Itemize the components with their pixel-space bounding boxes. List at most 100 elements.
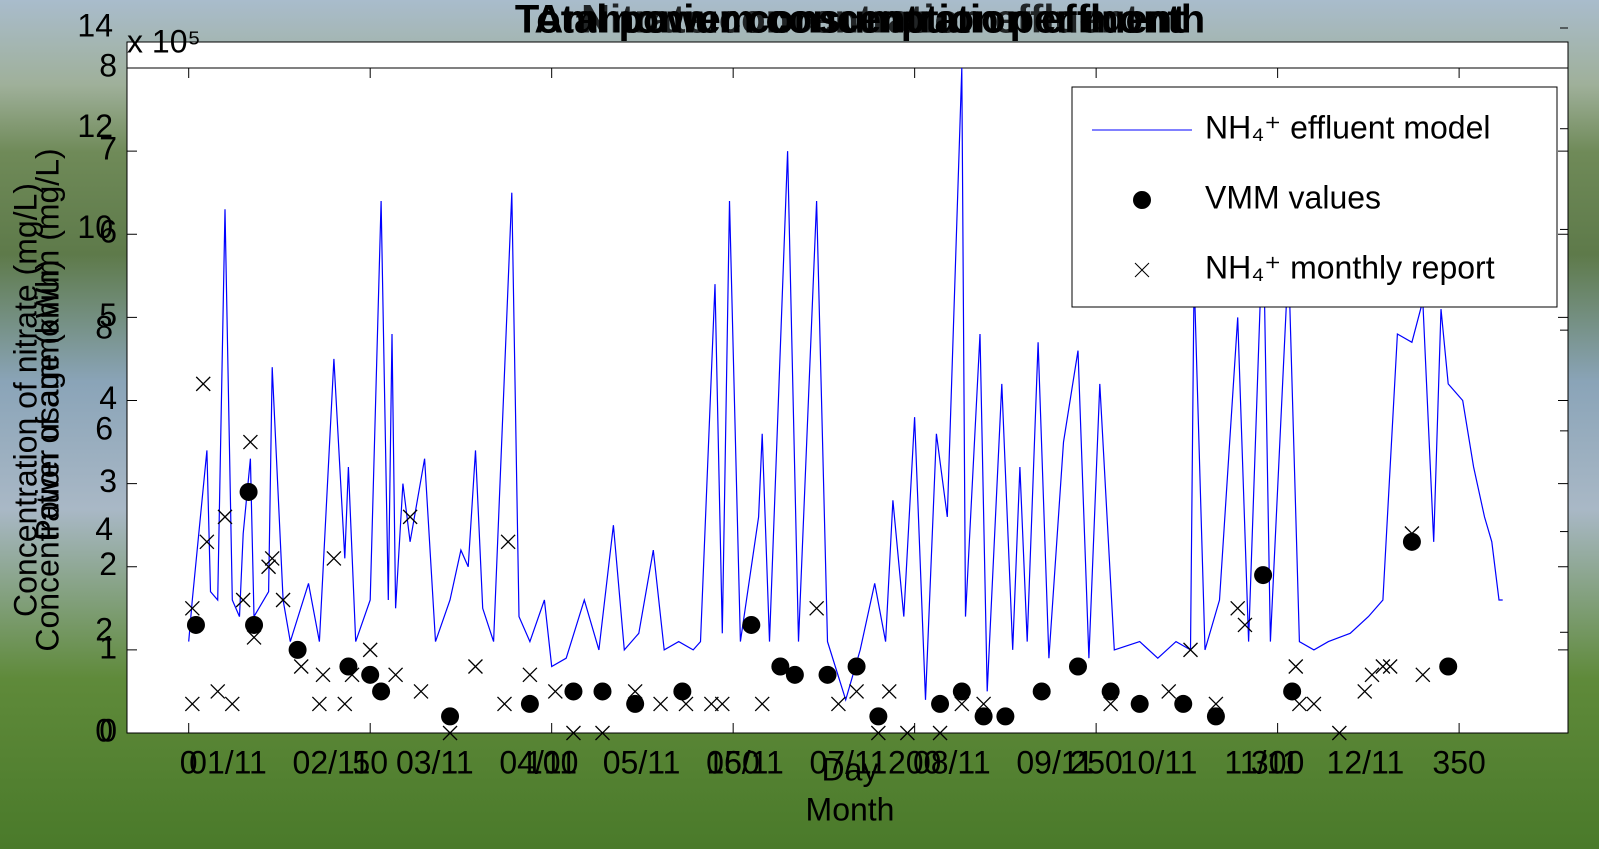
data-point bbox=[847, 657, 866, 676]
data-point bbox=[520, 694, 539, 713]
data-point bbox=[1357, 683, 1373, 699]
data-point bbox=[1283, 682, 1302, 701]
data-point bbox=[442, 725, 458, 741]
data-point bbox=[1103, 696, 1119, 712]
x-tick-label: 08/11 bbox=[913, 744, 991, 780]
y-tick-label: 0 bbox=[99, 712, 117, 748]
data-point bbox=[413, 683, 429, 699]
y-tick-label: 8 bbox=[95, 310, 113, 346]
data-point bbox=[1402, 532, 1421, 551]
x-tick-label: 50 bbox=[352, 744, 388, 780]
data-point bbox=[1206, 707, 1225, 726]
data-point bbox=[1288, 659, 1304, 674]
data-point bbox=[210, 683, 226, 699]
y-tick-label: 14 bbox=[77, 7, 113, 43]
data-point bbox=[500, 534, 516, 550]
y-tick-label: 2 bbox=[99, 546, 117, 582]
legend-label: VMM values bbox=[1205, 179, 1381, 215]
data-point bbox=[673, 682, 692, 701]
data-point bbox=[235, 592, 251, 608]
axes-strip bbox=[126, 41, 1569, 69]
data-point bbox=[239, 482, 258, 501]
y-tick-label: 10 bbox=[77, 209, 113, 245]
x-tick-label: 250 bbox=[1069, 744, 1122, 780]
data-point bbox=[372, 682, 391, 701]
data-point bbox=[195, 376, 211, 392]
data-point bbox=[714, 696, 730, 712]
data-point bbox=[339, 657, 358, 676]
x-tick-label: 09/11 bbox=[1016, 744, 1094, 780]
legend-swatch bbox=[1133, 191, 1151, 209]
x-tick-label: 06/11 bbox=[706, 744, 784, 780]
x-axis-label: Month bbox=[806, 791, 895, 827]
data-point bbox=[184, 696, 200, 712]
data-point bbox=[441, 707, 460, 726]
data-point bbox=[785, 665, 804, 684]
y-tick-label: 1 bbox=[99, 629, 117, 665]
data-point bbox=[830, 696, 846, 712]
y-tick-label: 8 bbox=[99, 47, 117, 83]
data-point bbox=[849, 683, 865, 699]
x-tick-label: 02/11 bbox=[293, 744, 371, 780]
data-point bbox=[593, 682, 612, 701]
data-point bbox=[996, 707, 1015, 726]
legend-label: NH₄⁺ effluent model bbox=[1205, 109, 1491, 145]
legend-box bbox=[1071, 86, 1558, 308]
data-point bbox=[565, 725, 581, 741]
data-point bbox=[224, 696, 240, 712]
data-point bbox=[361, 665, 380, 684]
data-point bbox=[870, 725, 886, 741]
x-tick-label: 04/11 bbox=[499, 744, 577, 780]
y-tick-label: 0 bbox=[95, 712, 113, 748]
data-point bbox=[976, 696, 992, 712]
x-tick-label: 10/11 bbox=[1120, 744, 1198, 780]
data-point bbox=[809, 600, 825, 616]
data-point bbox=[522, 667, 538, 683]
data-point bbox=[242, 434, 258, 450]
data-point bbox=[1306, 696, 1322, 712]
data-point bbox=[742, 615, 761, 634]
data-point bbox=[818, 665, 837, 684]
data-point bbox=[547, 683, 563, 699]
data-point bbox=[315, 667, 331, 683]
data-point bbox=[974, 707, 993, 726]
chart-title: Ammonium concentration effluent bbox=[534, 0, 1185, 42]
data-point bbox=[388, 667, 404, 683]
x-tick-label: 05/11 bbox=[603, 744, 681, 780]
chart-title: Total power consumption per month bbox=[515, 0, 1205, 42]
x-tick-label: 01/11 bbox=[189, 744, 267, 780]
data-point bbox=[954, 696, 970, 712]
data-point bbox=[881, 683, 897, 699]
data-line bbox=[188, 67, 1503, 702]
data-point bbox=[1382, 659, 1398, 674]
data-point bbox=[1254, 566, 1273, 585]
x-tick-label: 200 bbox=[888, 744, 941, 780]
data-point bbox=[402, 509, 418, 525]
data-point bbox=[1375, 659, 1391, 674]
data-point bbox=[1161, 683, 1177, 699]
y-tick-label: 6 bbox=[95, 410, 113, 446]
data-point bbox=[1404, 526, 1420, 541]
data-point bbox=[1237, 617, 1253, 633]
data-point bbox=[1130, 694, 1149, 713]
data-point bbox=[1101, 682, 1120, 701]
y-tick-label: 4 bbox=[95, 511, 113, 547]
data-point bbox=[326, 550, 342, 566]
data-point bbox=[311, 696, 327, 712]
data-point bbox=[653, 696, 669, 712]
data-point bbox=[186, 615, 205, 634]
data-point bbox=[932, 725, 948, 741]
x-tick-label: 12/11 bbox=[1327, 744, 1405, 780]
data-point bbox=[246, 629, 262, 645]
data-point bbox=[626, 694, 645, 713]
data-point bbox=[899, 725, 915, 741]
x-tick-label: 07/11 bbox=[810, 744, 888, 780]
data-point bbox=[199, 534, 215, 550]
x-tick-label: 11/11 bbox=[1224, 744, 1299, 780]
y-axis-label: Concentration of nitrate (mg/L) bbox=[7, 183, 43, 617]
data-point bbox=[869, 707, 888, 726]
data-point bbox=[264, 550, 280, 566]
y-axis-label: Concentration of ammonium (mg/L) bbox=[29, 148, 65, 651]
